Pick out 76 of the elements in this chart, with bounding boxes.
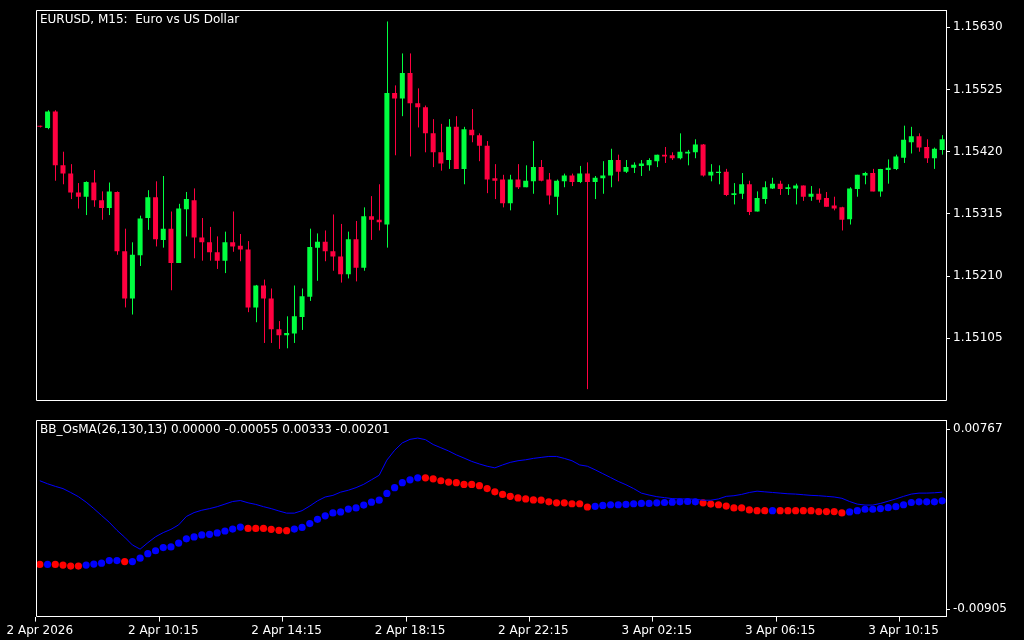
candlestick [515, 163, 521, 190]
candlestick [91, 169, 97, 208]
candlestick [207, 226, 213, 262]
candlestick [939, 134, 945, 156]
candlestick [507, 174, 513, 211]
candlestick [438, 123, 444, 172]
x-tick-label: 2 Apr 2026 [6, 622, 74, 637]
candlestick [762, 180, 768, 205]
candlestick [75, 182, 81, 210]
candlestick [615, 154, 621, 182]
y-tick-label: 1.15525 [953, 81, 1003, 96]
candlestick [330, 213, 336, 272]
candlestick [415, 87, 421, 128]
candlestick [260, 279, 267, 344]
candlestick [60, 151, 66, 185]
candlestick [230, 211, 236, 253]
y-tick-label: 1.15315 [953, 206, 1003, 221]
candlestick [554, 179, 560, 216]
candlestick [584, 161, 590, 390]
y-tick-label: 1.15420 [953, 143, 1003, 158]
x-tick-label: 2 Apr 14:15 [251, 622, 322, 637]
candlestick [877, 168, 883, 198]
candlestick [692, 138, 698, 159]
candlestick [145, 189, 151, 231]
candlestick [723, 168, 729, 197]
candlestick [739, 172, 745, 200]
y-tick-label: 1.15210 [953, 268, 1003, 283]
candlestick [222, 231, 228, 274]
y-tick-label: 0.00767 [953, 421, 1003, 436]
candlestick [908, 126, 914, 154]
candlestick [314, 232, 320, 282]
candlestick [99, 190, 105, 221]
x-tick-label: 3 Apr 10:15 [868, 622, 939, 637]
candlestick [106, 182, 112, 216]
candlestick [253, 284, 259, 323]
y-tick-label: 1.15630 [953, 19, 1003, 34]
candlestick [924, 138, 930, 164]
y-tick-label: -0.00905 [953, 601, 1007, 616]
chart-title: EURUSD, M15: Euro vs US Dollar [40, 12, 240, 27]
candlestick [530, 140, 536, 195]
candlestick [392, 84, 398, 156]
candlestick [291, 285, 297, 344]
x-tick-label: 3 Apr 02:15 [621, 622, 693, 637]
y-tick-label: 1.15105 [953, 330, 1003, 345]
candlestick [476, 132, 482, 162]
x-tick-label: 3 Apr 06:15 [744, 622, 816, 637]
candlestick [793, 183, 799, 205]
chart-title: BB_OsMA(26,130,13) 0.00000 -0.00055 0.00333 -0.00201 [40, 422, 390, 437]
candlestick [430, 118, 436, 168]
candlestick [45, 109, 51, 130]
candlestick [183, 191, 189, 237]
candlestick [214, 235, 220, 270]
candlestick [677, 132, 683, 160]
candlestick [276, 320, 282, 350]
candlestick [500, 174, 506, 208]
candlestick [731, 182, 737, 205]
candlestick [83, 180, 89, 216]
x-tick-label: 2 Apr 10:15 [127, 622, 199, 637]
candlestick [299, 287, 305, 331]
candlestick [469, 108, 475, 143]
candlestick [338, 223, 344, 284]
candlestick [368, 195, 374, 241]
candlestick [322, 229, 328, 262]
candlestick [592, 175, 598, 200]
candlestick [160, 175, 166, 249]
candlestick [608, 148, 614, 188]
candlestick [901, 125, 907, 164]
candlestick [931, 147, 937, 170]
candlestick [68, 163, 74, 200]
candlestick [492, 163, 498, 200]
candlestick [754, 190, 760, 213]
candlestick [600, 160, 606, 195]
x-tick-label: 2 Apr 22:15 [498, 622, 569, 637]
x-tick-label: 2 Apr 18:15 [374, 622, 446, 637]
candlestick [546, 172, 552, 205]
candlestick [916, 132, 922, 153]
